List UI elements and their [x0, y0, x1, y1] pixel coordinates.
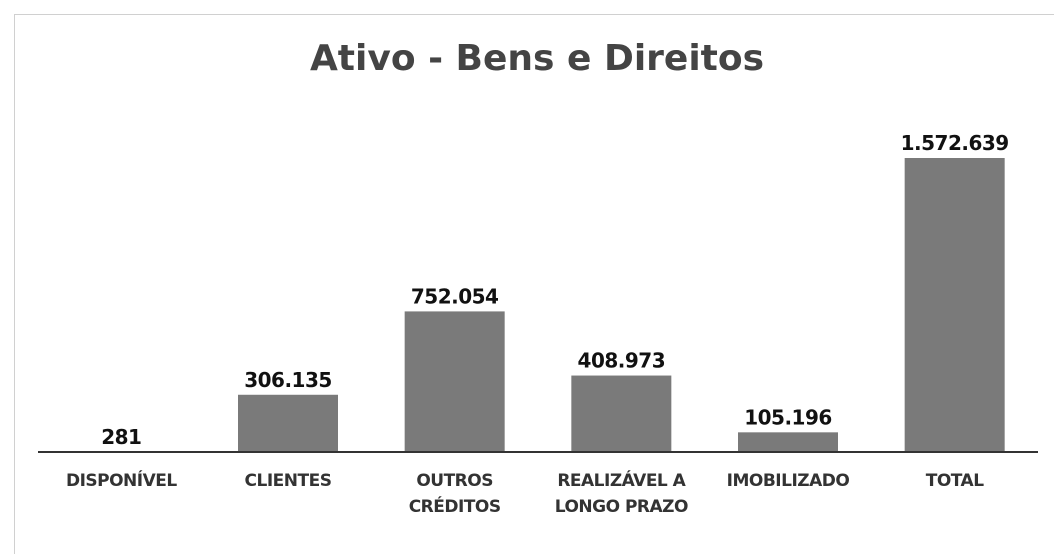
value-label: 105.196	[744, 405, 832, 429]
chart-frame	[14, 14, 1054, 554]
value-label: 408.973	[578, 349, 666, 373]
x-tick-label: DISPONÍVEL	[65, 471, 177, 491]
x-tick-label: REALIZÁVEL A LONGO PRAZO	[554, 471, 689, 517]
x-tick-label: CLIENTES	[244, 471, 332, 491]
value-label: 752.054	[411, 284, 499, 308]
chart-title: Ativo - Bens e Direitos	[310, 38, 764, 79]
bar	[238, 394, 338, 452]
bar	[404, 311, 505, 452]
x-tick-label: TOTAL	[925, 471, 984, 491]
value-label: 281	[101, 425, 141, 449]
value-label: 306.135	[244, 368, 332, 392]
bar	[571, 375, 672, 452]
bar	[738, 432, 838, 452]
x-tick-label: IMOBILIZADO	[726, 471, 850, 491]
x-tick-label: OUTROS CRÉDITOS	[408, 471, 501, 517]
value-label: 1.572.639	[901, 131, 1009, 155]
bar	[904, 158, 1005, 452]
